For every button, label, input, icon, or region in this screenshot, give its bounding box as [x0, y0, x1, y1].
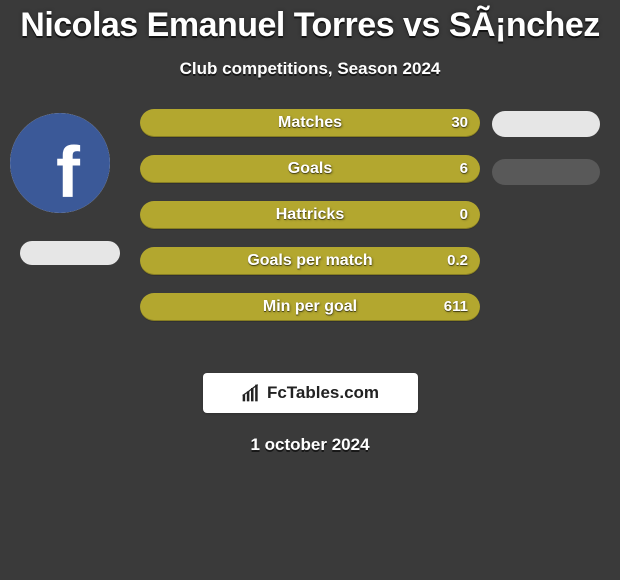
facebook-icon: f [10, 113, 110, 213]
stat-bars: Matches30 Goals6 Hattricks0 Goals per match… [140, 109, 480, 339]
stat-value: 0.2 [447, 247, 468, 275]
right-blank-pill [492, 111, 600, 137]
stat-bar: Goals per match0.2 [140, 247, 480, 275]
stat-bar: Goals6 [140, 155, 480, 183]
comparison-card: Nicolas Emanuel Torres vs SÃ¡nchez Club … [0, 0, 620, 580]
subtitle: Club competitions, Season 2024 [0, 59, 620, 79]
left-blank-pill [20, 241, 120, 265]
content-row: f Matches30 Goals6 Hattricks0 Goals per mat… [0, 109, 620, 359]
stat-label: Hattricks [140, 201, 480, 229]
right-blank-pill [492, 159, 600, 185]
date-label: 1 october 2024 [0, 435, 620, 455]
stat-label: Goals per match [140, 247, 480, 275]
stat-label: Min per goal [140, 293, 480, 321]
stat-value: 30 [451, 109, 468, 137]
stat-bar: Min per goal611 [140, 293, 480, 321]
stat-label: Goals [140, 155, 480, 183]
facebook-f-glyph: f [56, 132, 80, 213]
bar-chart-icon [241, 383, 261, 403]
footer-brand: FcTables.com [267, 383, 379, 403]
stat-bar: Hattricks0 [140, 201, 480, 229]
player-avatar: f [10, 113, 110, 213]
stat-label: Matches [140, 109, 480, 137]
stat-value: 611 [444, 293, 468, 321]
title: Nicolas Emanuel Torres vs SÃ¡nchez [0, 0, 620, 45]
stat-value: 0 [460, 201, 468, 229]
stat-value: 6 [460, 155, 468, 183]
stat-bar: Matches30 [140, 109, 480, 137]
footer-badge[interactable]: FcTables.com [203, 373, 418, 413]
avatar-circle: f [10, 113, 110, 213]
